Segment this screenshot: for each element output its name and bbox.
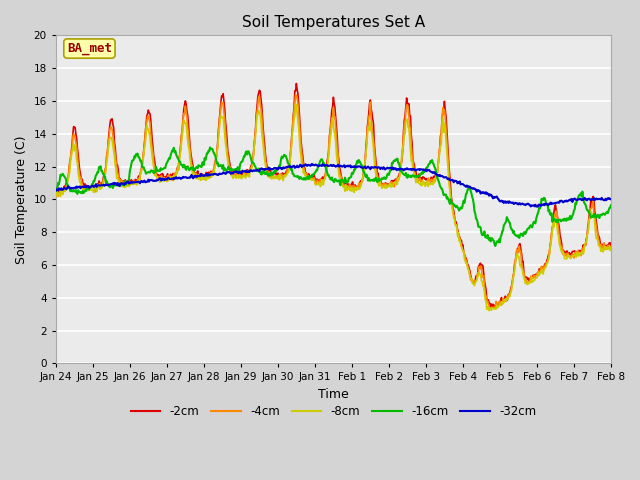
Legend: -2cm, -4cm, -8cm, -16cm, -32cm: -2cm, -4cm, -8cm, -16cm, -32cm <box>126 401 541 423</box>
Y-axis label: Soil Temperature (C): Soil Temperature (C) <box>15 135 28 264</box>
Title: Soil Temperatures Set A: Soil Temperatures Set A <box>242 15 425 30</box>
Text: BA_met: BA_met <box>67 42 112 55</box>
X-axis label: Time: Time <box>318 388 349 401</box>
